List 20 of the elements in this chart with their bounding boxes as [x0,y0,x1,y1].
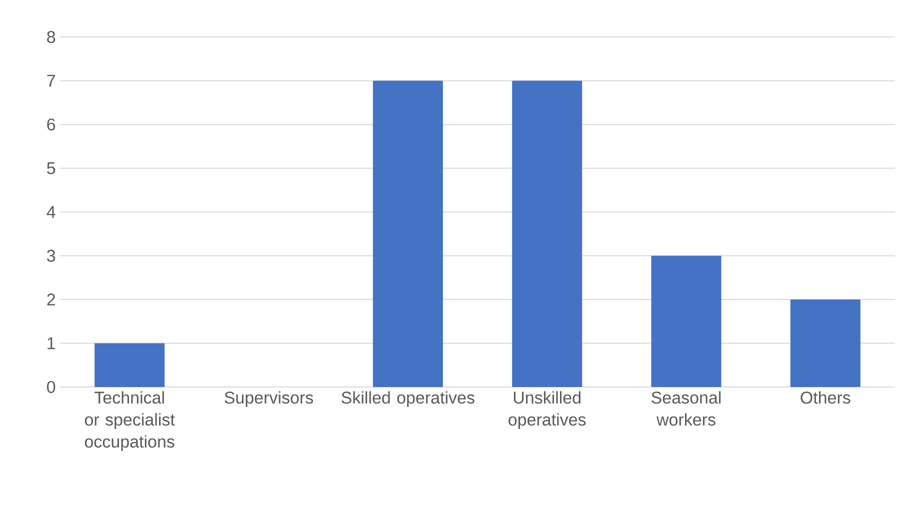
y-tick-label: 6 [47,118,56,131]
y-tick-label: 5 [47,162,56,174]
bar [651,256,722,387]
y-tick-label: 1 [48,337,55,350]
bar [372,80,443,387]
x-tick-label: Seasonal workers [652,391,721,426]
y-tick-label: 4 [46,206,56,218]
x-tick-label: Others [800,391,850,404]
y-tick-label: 0 [47,380,56,394]
bar [94,343,165,387]
y-tick-label: 2 [47,294,55,306]
x-tick-label: Unskilled operatives [508,391,586,430]
x-tick-label: Skilled operatives [342,391,474,408]
y-tick-label: 3 [47,250,56,262]
y-tick-label: 7 [47,74,55,87]
x-tick-label: Technical or specialist occupations [84,391,175,452]
bar [512,80,582,387]
x-tick-label: Supervisors [224,391,314,408]
y-tick-label: 8 [47,30,56,44]
bar [790,299,860,387]
